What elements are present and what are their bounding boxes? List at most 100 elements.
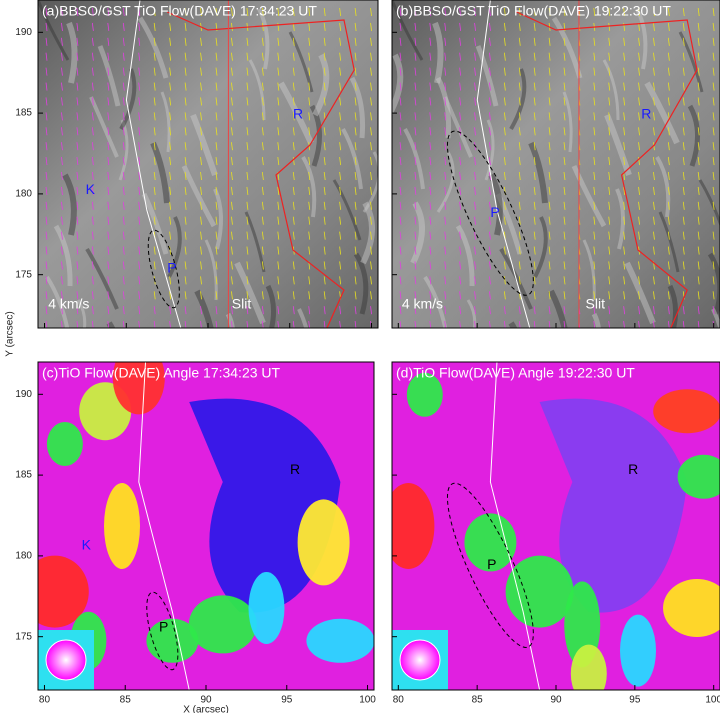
flow-arrow	[444, 201, 447, 210]
flow-arrow	[61, 157, 63, 166]
flow-arrow	[474, 127, 476, 136]
flow-arrow	[107, 186, 110, 195]
flow-arrow	[200, 112, 202, 121]
flow-arrow	[667, 37, 670, 46]
flow-arrow	[593, 201, 596, 210]
flow-arrow	[712, 306, 715, 315]
flow-arrow	[138, 171, 141, 181]
flow-arrow	[518, 276, 521, 285]
white-contour	[489, 362, 541, 690]
flow-arrow	[107, 67, 110, 76]
flow-arrow	[261, 82, 264, 91]
flow-arrow	[61, 171, 63, 181]
flow-arrow	[503, 142, 506, 151]
flow-arrow	[76, 201, 79, 210]
flow-arrow	[370, 7, 372, 17]
granule-streak	[687, 104, 700, 167]
flow-arrow	[697, 261, 700, 270]
flow-arrow	[292, 216, 295, 225]
flow-arrow	[107, 22, 110, 31]
flow-arrow	[231, 22, 233, 31]
flow-arrow	[474, 246, 476, 255]
flow-arrow	[323, 22, 326, 31]
flow-arrow	[45, 216, 48, 225]
granule-streak	[551, 16, 583, 79]
flow-arrow	[459, 291, 462, 300]
flow-arrow	[533, 201, 536, 210]
flow-arrow	[231, 52, 233, 61]
flow-arrow	[697, 186, 700, 195]
flow-arrow	[277, 52, 280, 61]
flow-arrow	[623, 261, 626, 270]
flow-arrow	[107, 306, 110, 315]
flow-arrow	[667, 291, 670, 300]
annotation: R	[628, 461, 638, 477]
flow-arrow	[593, 7, 596, 17]
flow-arrow	[169, 112, 172, 121]
flow-arrow	[231, 142, 233, 151]
flow-arrow	[138, 142, 141, 151]
flow-arrow	[308, 157, 311, 166]
flow-arrow	[667, 246, 670, 255]
flow-arrow	[45, 201, 48, 210]
flow-arrow	[444, 171, 447, 181]
flow-arrow	[370, 261, 372, 270]
flow-arrow	[122, 127, 125, 136]
flow-arrow	[200, 142, 202, 151]
flow-arrow	[444, 22, 447, 31]
flow-arrow	[370, 112, 372, 121]
flow-arrow	[533, 186, 536, 195]
flow-arrow	[354, 216, 357, 225]
flow-arrow	[518, 157, 521, 166]
flow-arrow	[339, 157, 342, 166]
flow-arrow	[518, 246, 521, 255]
flow-arrow	[122, 261, 125, 270]
flow-arrow	[246, 186, 249, 195]
flow-arrow	[399, 142, 402, 151]
flow-arrow	[667, 216, 670, 225]
flow-arrow	[61, 142, 63, 151]
flow-arrow	[474, 291, 476, 300]
flow-arrow	[169, 67, 172, 76]
flow-arrow	[45, 276, 48, 285]
flow-arrow	[138, 52, 141, 61]
flow-arrow	[697, 97, 700, 106]
flow-arrow	[215, 37, 218, 46]
flow-arrow	[122, 306, 125, 315]
granule-streak	[353, 252, 369, 315]
flow-arrow	[76, 22, 79, 31]
flow-arrow	[184, 37, 187, 46]
flow-arrow	[339, 231, 342, 240]
flow-arrow	[61, 231, 63, 240]
flow-arrow	[261, 67, 264, 76]
flow-arrow	[45, 157, 48, 166]
flow-arrow	[370, 216, 372, 225]
granule-streak	[423, 275, 448, 328]
flow-arrow	[91, 67, 94, 76]
flow-arrow	[638, 231, 640, 240]
flow-arrow	[76, 186, 79, 195]
flow-arrow	[682, 22, 685, 31]
annotation: K	[86, 181, 96, 197]
flow-arrow	[623, 112, 626, 121]
flow-arrow	[370, 231, 372, 240]
flow-arrow	[489, 97, 491, 106]
flow-arrow	[563, 306, 566, 315]
flow-arrow	[354, 52, 357, 61]
flow-arrow	[548, 216, 551, 225]
flow-arrow	[518, 112, 521, 121]
granule-streak	[257, 8, 270, 70]
flow-arrow	[429, 261, 432, 270]
flow-arrow	[91, 171, 94, 181]
granule-streak	[509, 68, 527, 130]
flow-arrow	[153, 67, 156, 76]
y-tick-label: 190	[15, 27, 32, 38]
flow-arrow	[370, 127, 372, 136]
flow-arrow	[474, 216, 476, 225]
flow-arrow	[215, 246, 218, 255]
flow-arrow	[489, 142, 491, 151]
flow-arrow	[292, 37, 295, 46]
flow-arrow	[200, 261, 202, 270]
x-tick-label: 90	[200, 695, 212, 706]
flow-arrow	[354, 171, 357, 181]
